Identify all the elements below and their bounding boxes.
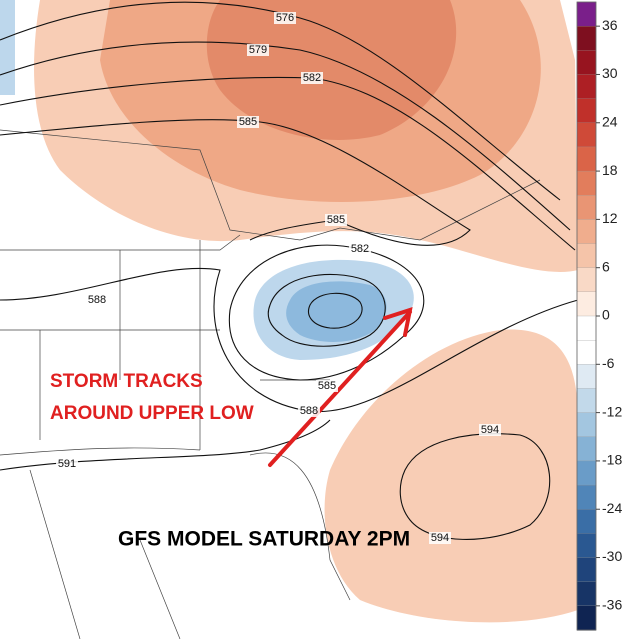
contour-label-bg [237, 116, 259, 128]
cold-anomaly-edge [0, 0, 15, 95]
contour-label-bg [298, 405, 320, 417]
warm-anomaly-core [206, 0, 457, 140]
contour-label-bg [274, 12, 296, 24]
colorbar-segment [576, 315, 597, 341]
colorbar-segment [576, 243, 597, 269]
contour [308, 292, 363, 329]
colorbar-segment [576, 98, 597, 124]
contour-label: 585 [327, 214, 345, 226]
contour-label-bg [86, 294, 108, 306]
colorbar-segment [576, 581, 597, 607]
colorbar-segment [576, 340, 597, 365]
contour-label: 582 [351, 243, 369, 255]
colorbar-label: 36 [602, 17, 618, 33]
colorbar-label: 24 [602, 113, 618, 129]
contour [228, 244, 425, 381]
colorbar-segment [576, 170, 597, 196]
colorbar-segment [576, 484, 597, 510]
colorbar-segment [576, 364, 597, 390]
colorbar-label: -6 [602, 355, 615, 371]
colorbar-label: 30 [602, 65, 618, 81]
colorbar-segment [576, 219, 597, 245]
colorbar-label: -24 [602, 500, 622, 516]
colorbar-segment [576, 388, 597, 414]
colorbar-label: 18 [602, 162, 618, 178]
contour [399, 433, 551, 540]
contour [0, 267, 579, 413]
colorbar-segment [576, 74, 597, 100]
contour-label: 588 [88, 294, 106, 306]
colorbar-label: -12 [602, 403, 622, 419]
annotation: AROUND UPPER LOW [50, 403, 254, 424]
contour [0, 41, 571, 231]
colorbar-label: 12 [602, 210, 618, 226]
contour-label: 588 [300, 405, 318, 417]
contour-label: 582 [303, 72, 321, 84]
contour [0, 1, 561, 201]
colorbar-segment [576, 1, 597, 27]
contour-label-bg [479, 424, 501, 436]
colorbar-segment [576, 146, 597, 172]
colorbar-segment [576, 605, 597, 631]
cold-anomaly-core [286, 281, 387, 342]
colorbar-segment [576, 50, 597, 76]
contour-label-bg [301, 72, 323, 84]
colorbar-segment [576, 26, 597, 51]
storm-track-arrow [268, 307, 413, 467]
warm-anomaly-southeast [324, 329, 578, 623]
colorbar-label: -18 [602, 452, 622, 468]
contour-label-bg [325, 214, 347, 226]
colorbar-segment [576, 460, 597, 486]
contour-label: 594 [431, 532, 449, 544]
colorbar-segment [576, 267, 597, 293]
contour-label-bg [349, 243, 371, 255]
colorbar-segment [576, 291, 597, 317]
contour-label-bg [316, 380, 338, 392]
annotation: STORM TRACKS [50, 371, 203, 392]
contour-label-bg [247, 44, 269, 56]
colorbar-segment [576, 122, 597, 148]
contour-label: 579 [249, 44, 267, 56]
caption: GFS MODEL SATURDAY 2PM [118, 528, 410, 551]
contour-label: 585 [318, 380, 336, 392]
contour-label: 591 [58, 458, 76, 470]
colorbar-label: -30 [602, 548, 622, 564]
colorbar-segment [576, 195, 597, 221]
colorbar-label: 0 [602, 307, 610, 323]
colorbar-segment [576, 436, 597, 462]
colorbar-label: -36 [602, 597, 622, 613]
colorbar-segment [576, 509, 597, 535]
contour-label: 594 [481, 424, 499, 436]
colorbar-segment [576, 557, 597, 583]
contour-label-bg [429, 532, 451, 544]
colorbar-label: 6 [602, 258, 610, 274]
colorbar-segment [576, 533, 597, 559]
contour-label-bg [56, 458, 78, 470]
colorbar-segment [576, 412, 597, 438]
contour-label: 585 [239, 116, 257, 128]
contour-label: 576 [276, 12, 294, 24]
contour [267, 273, 386, 347]
